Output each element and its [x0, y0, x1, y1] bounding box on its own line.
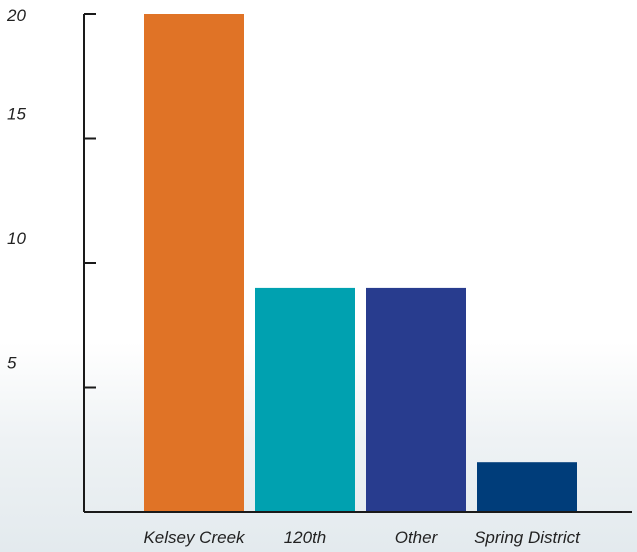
- bar-kelsey-creek: [144, 14, 244, 512]
- x-tick-label-kelsey-creek: Kelsey Creek: [143, 528, 246, 547]
- y-ticks-layer: 5 10 15 20: [6, 6, 96, 389]
- x-tick-label-other: Other: [395, 528, 439, 547]
- x-tick-label-spring-district: Spring District: [474, 528, 581, 547]
- bars-layer: [144, 14, 577, 512]
- y-tick-label-5: 5: [7, 354, 17, 373]
- y-tick-label-15: 15: [7, 105, 26, 124]
- bar-spring-district: [477, 462, 577, 512]
- bar-other: [366, 287, 466, 512]
- x-tick-label-120th: 120th: [284, 528, 327, 547]
- bar-120th: [255, 287, 355, 512]
- y-tick-label-20: 20: [6, 6, 26, 25]
- category-labels-layer: Kelsey Creek 120th Other Spring District: [143, 528, 581, 547]
- y-tick-label-10: 10: [7, 229, 26, 248]
